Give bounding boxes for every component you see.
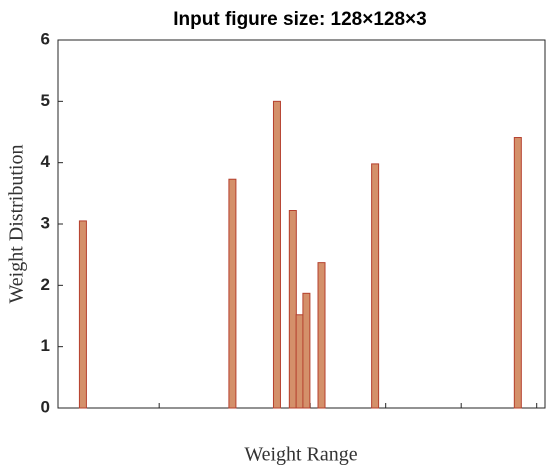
y-tick-label: 0 [41,397,50,416]
x-axis-label: Weight Range [244,444,357,466]
y-tick-label: 2 [41,275,50,294]
bar [78,220,87,409]
y-tick-label: 4 [41,152,51,171]
bar [371,163,380,409]
y-tick-label: 6 [41,29,50,48]
bar [317,262,326,409]
y-tick-label: 5 [41,91,50,110]
bar [272,100,281,409]
bar [295,314,304,409]
chart-title: Input figure size: 128×128×3 [173,9,426,30]
bar [288,210,297,409]
y-axis-label: Weight Distribution [6,145,28,304]
y-tick-label: 1 [41,336,50,355]
y-tick-label: 3 [41,213,50,232]
bar [302,292,311,409]
bar [513,137,522,409]
bar [228,178,237,409]
